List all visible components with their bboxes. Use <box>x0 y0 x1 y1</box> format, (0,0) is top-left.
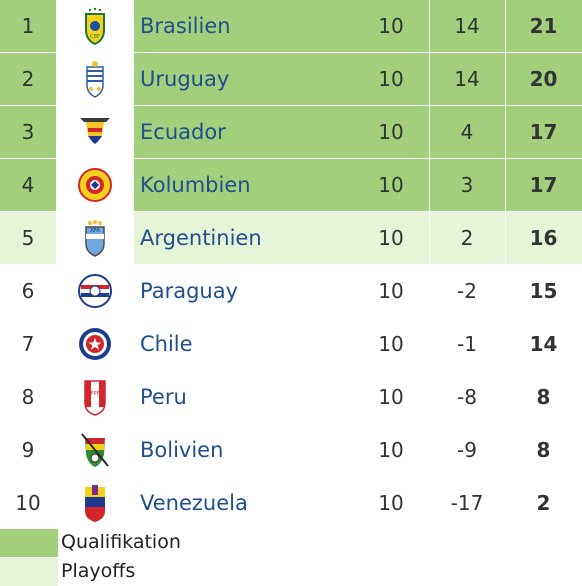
goal-diff-cell: -2 <box>429 265 505 317</box>
chile-crest-icon <box>56 318 134 370</box>
played-cell: 10 <box>353 424 429 476</box>
table-row: 4 Kolumbien 10 3 17 <box>0 159 582 212</box>
points-cell: 17 <box>505 106 582 158</box>
team-link[interactable]: Uruguay <box>134 53 353 105</box>
team-link[interactable]: Paraguay <box>134 265 353 317</box>
table-row: 7 Chile 10 -1 14 <box>0 318 582 371</box>
team-link[interactable]: Peru <box>134 371 353 423</box>
bolivia-crest-icon <box>56 424 134 476</box>
played-cell: 10 <box>353 159 429 211</box>
rank-cell: 4 <box>0 159 56 211</box>
paraguay-crest-icon <box>56 265 134 317</box>
table-row: 10 Venezuela 10 -17 2 <box>0 477 582 530</box>
goal-diff-cell: 2 <box>429 212 505 264</box>
played-cell: 10 <box>353 212 429 264</box>
table-row: 5 AFA Argentinien 10 2 16 <box>0 212 582 265</box>
goal-diff-cell: 14 <box>429 0 505 52</box>
rank-cell: 5 <box>0 212 56 264</box>
goal-diff-cell: -9 <box>429 424 505 476</box>
team-link[interactable]: Chile <box>134 318 353 370</box>
rank-cell: 7 <box>0 318 56 370</box>
ecuador-crest-icon <box>56 106 134 158</box>
team-link[interactable]: Argentinien <box>134 212 353 264</box>
team-link[interactable]: Kolumbien <box>134 159 353 211</box>
points-cell: 14 <box>505 318 582 370</box>
legend-playoffs: Playoffs <box>0 558 582 586</box>
legend-label-playoffs: Playoffs <box>61 560 136 582</box>
goal-diff-cell: 14 <box>429 53 505 105</box>
svg-text:AFA: AFA <box>90 228 100 234</box>
table-row: 9 Bolivien 10 -9 8 <box>0 424 582 477</box>
goal-diff-cell: -17 <box>429 477 505 529</box>
colombia-crest-icon <box>56 159 134 211</box>
rank-cell: 9 <box>0 424 56 476</box>
goal-diff-cell: 3 <box>429 159 505 211</box>
goal-diff-cell: -8 <box>429 371 505 423</box>
points-cell: 21 <box>505 0 582 52</box>
rank-cell: 1 <box>0 0 56 52</box>
points-cell: 20 <box>505 53 582 105</box>
legend-label-qualification: Qualifikation <box>61 531 181 553</box>
table-row: 3 Ecuador 10 4 17 <box>0 106 582 159</box>
points-cell: 8 <box>505 424 582 476</box>
venezuela-crest-icon <box>56 477 134 529</box>
played-cell: 10 <box>353 0 429 52</box>
points-cell: 17 <box>505 159 582 211</box>
table-row: 1 CBF Brasilien 10 14 21 <box>0 0 582 53</box>
brazil-crest-icon: CBF <box>56 0 134 52</box>
team-link[interactable]: Venezuela <box>134 477 353 529</box>
rank-cell: 8 <box>0 371 56 423</box>
legend-swatch-playoffs <box>0 558 58 586</box>
rank-cell: 6 <box>0 265 56 317</box>
played-cell: 10 <box>353 53 429 105</box>
points-cell: 8 <box>505 371 582 423</box>
svg-text:CBF: CBF <box>90 34 100 40</box>
goal-diff-cell: 4 <box>429 106 505 158</box>
peru-crest-icon: FPF <box>56 371 134 423</box>
points-cell: 2 <box>505 477 582 529</box>
legend-swatch-qualification <box>0 529 58 557</box>
team-link[interactable]: Bolivien <box>134 424 353 476</box>
played-cell: 10 <box>353 265 429 317</box>
played-cell: 10 <box>353 477 429 529</box>
uruguay-crest-icon <box>56 53 134 105</box>
legend-qualification: Qualifikation <box>0 529 582 557</box>
team-link[interactable]: Brasilien <box>134 0 353 52</box>
played-cell: 10 <box>353 106 429 158</box>
played-cell: 10 <box>353 318 429 370</box>
rank-cell: 3 <box>0 106 56 158</box>
played-cell: 10 <box>353 371 429 423</box>
table-row: 2 Uruguay 10 14 20 <box>0 53 582 106</box>
rank-cell: 2 <box>0 53 56 105</box>
rank-cell: 10 <box>0 477 56 529</box>
svg-text:FPF: FPF <box>91 391 100 397</box>
team-link[interactable]: Ecuador <box>134 106 353 158</box>
goal-diff-cell: -1 <box>429 318 505 370</box>
points-cell: 15 <box>505 265 582 317</box>
argentina-crest-icon: AFA <box>56 212 134 264</box>
points-cell: 16 <box>505 212 582 264</box>
table-row: 6 Paraguay 10 -2 15 <box>0 265 582 318</box>
table-row: 8 FPF Peru 10 -8 8 <box>0 371 582 424</box>
